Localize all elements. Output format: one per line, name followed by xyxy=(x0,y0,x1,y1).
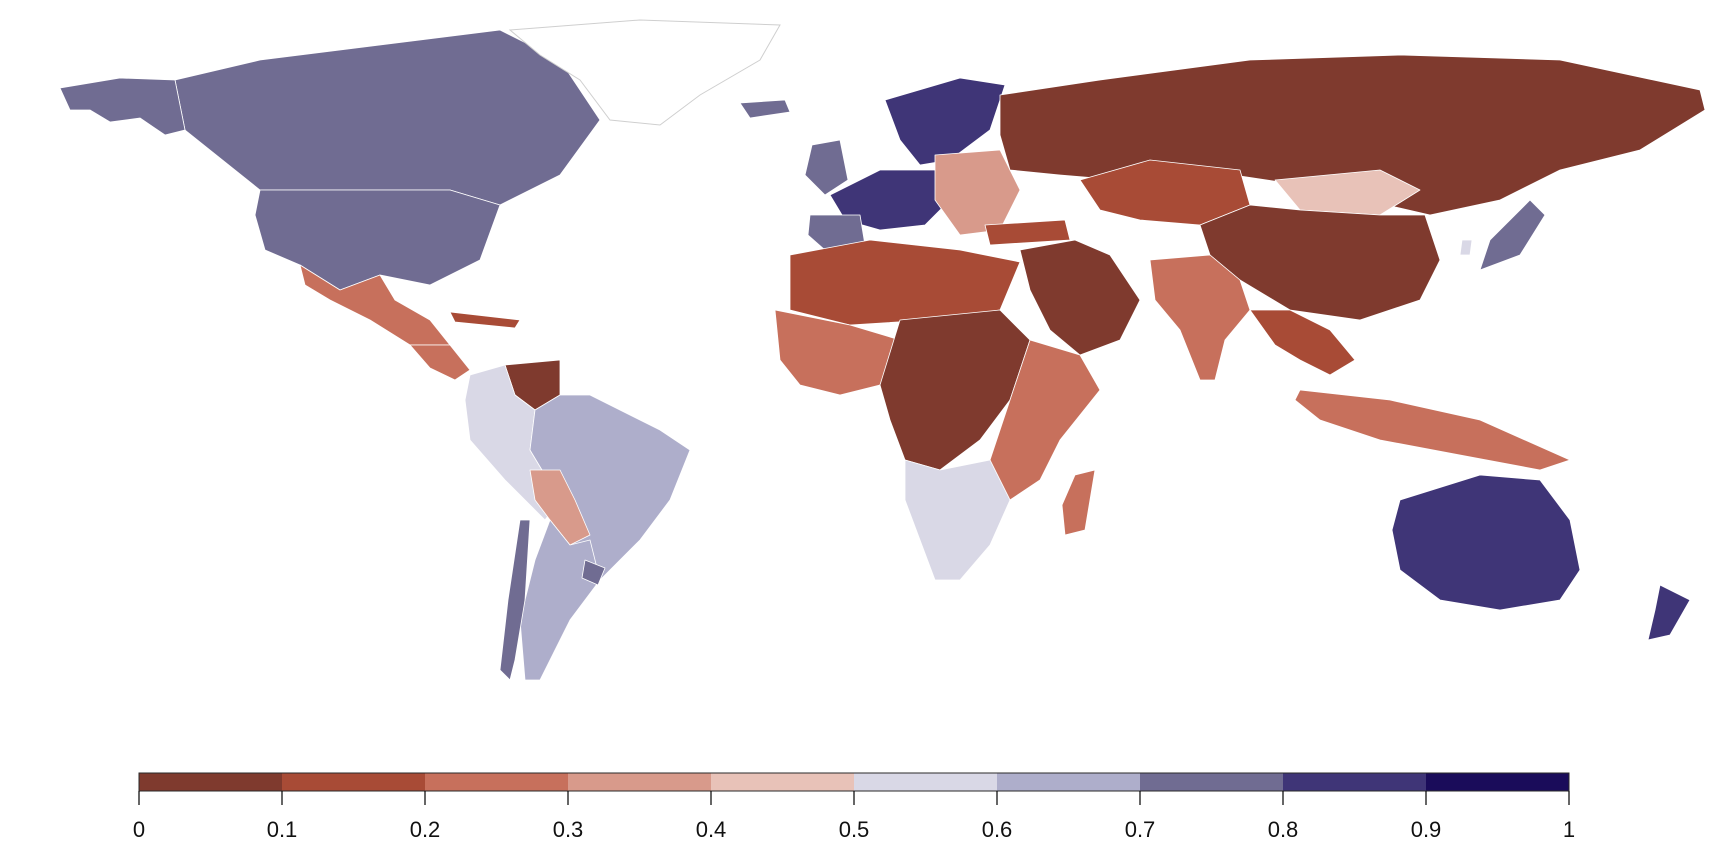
legend-bin-2 xyxy=(425,773,568,791)
region-middle-east xyxy=(1019,239,1141,356)
legend-tick-label-7: 0.7 xyxy=(1125,817,1156,842)
region-australia xyxy=(1391,474,1581,611)
legend-tick-labels: 0 0.1 0.2 0.3 0.4 0.5 0.6 0.7 0.8 0.9 1 xyxy=(133,817,1575,842)
region-iceland xyxy=(739,99,791,119)
legend-bin-3 xyxy=(568,773,711,791)
region-bolivia-paraguay xyxy=(529,469,591,546)
legend-tick-label-8: 0.8 xyxy=(1268,817,1299,842)
legend-tick-label-0: 0 xyxy=(133,817,145,842)
region-central-africa xyxy=(879,309,1031,471)
region-new-zealand xyxy=(1647,584,1691,641)
region-southern-africa xyxy=(904,459,1011,581)
region-central-america xyxy=(409,344,471,381)
region-argentina xyxy=(519,519,601,681)
legend-tick-label-1: 0.1 xyxy=(267,817,298,842)
legend-tick-label-5: 0.5 xyxy=(839,817,870,842)
map-countries xyxy=(59,19,1706,681)
region-eastern-europe xyxy=(934,149,1021,236)
legend-bin-4 xyxy=(711,773,854,791)
legend-bin-8 xyxy=(1283,773,1426,791)
region-west-africa xyxy=(774,309,901,396)
region-uk-ireland xyxy=(804,139,849,196)
legend-tick-label-10: 1 xyxy=(1563,817,1575,842)
region-uruguay xyxy=(581,559,606,586)
legend-bin-0 xyxy=(139,773,282,791)
legend-tick-label-3: 0.3 xyxy=(553,817,584,842)
region-southeast-asia xyxy=(1249,309,1356,376)
legend-tick-label-4: 0.4 xyxy=(696,817,727,842)
region-cuba xyxy=(449,311,521,329)
legend-bin-5 xyxy=(854,773,997,791)
region-greenland xyxy=(508,19,781,126)
region-russia xyxy=(999,54,1706,216)
legend-tick-label-2: 0.2 xyxy=(410,817,441,842)
region-scandinavia xyxy=(884,77,1006,166)
region-usa xyxy=(254,189,501,291)
region-alaska xyxy=(59,77,186,136)
legend-tick-label-6: 0.6 xyxy=(982,817,1013,842)
region-india xyxy=(1149,254,1251,381)
legend-bin-7 xyxy=(1140,773,1283,791)
region-indonesia-philippines xyxy=(1294,389,1571,471)
region-mongolia xyxy=(1274,169,1421,216)
legend-bin-1 xyxy=(282,773,425,791)
legend-bin-6 xyxy=(997,773,1140,791)
region-turkey xyxy=(984,219,1071,246)
region-east-africa xyxy=(989,339,1101,501)
legend-color-bins xyxy=(139,773,1569,791)
region-chile xyxy=(499,519,531,681)
region-madagascar xyxy=(1061,469,1096,536)
region-japan xyxy=(1479,199,1546,271)
region-south-korea xyxy=(1459,239,1473,256)
legend-tick-label-9: 0.9 xyxy=(1411,817,1442,842)
color-legend: 0 0.1 0.2 0.3 0.4 0.5 0.6 0.7 0.8 0.9 1 xyxy=(133,772,1575,842)
legend-ticks xyxy=(138,791,1570,805)
region-canada xyxy=(174,29,601,206)
legend-bin-9 xyxy=(1426,773,1569,791)
